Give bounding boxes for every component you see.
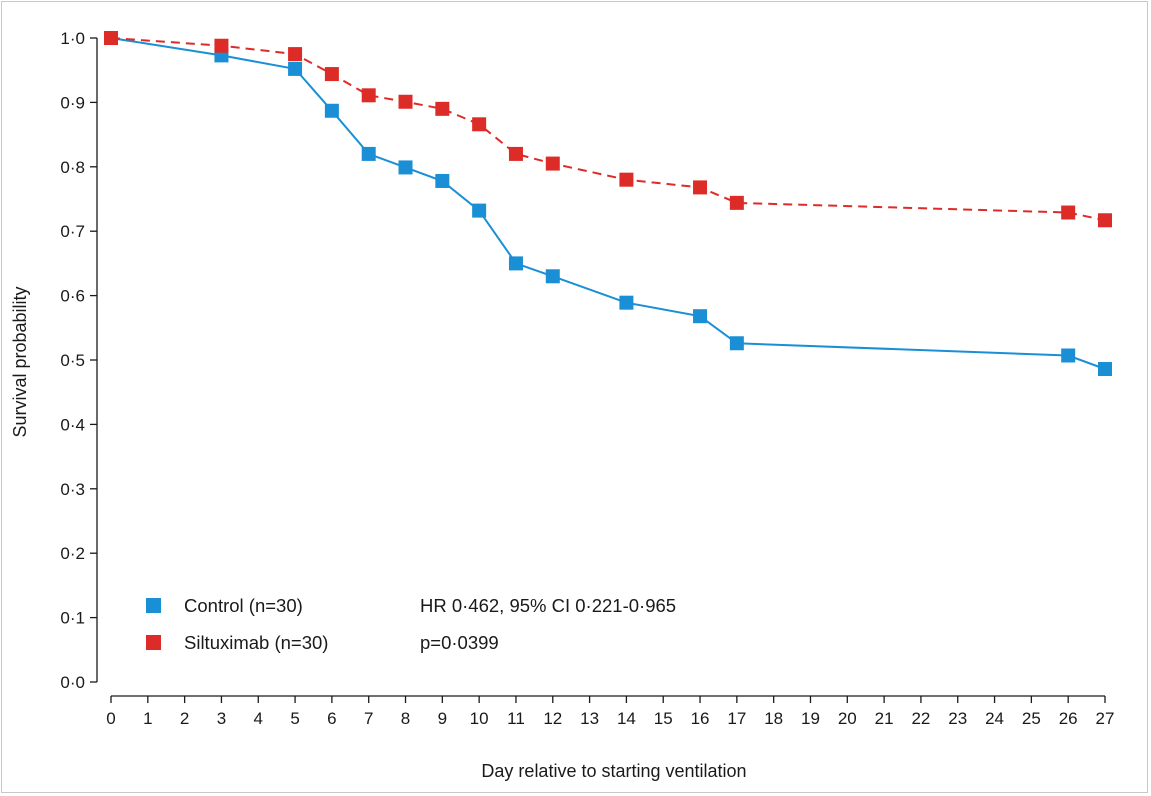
- data-point-marker: [619, 295, 634, 310]
- x-tick-label: 4: [254, 709, 263, 728]
- series-siltuximab: [104, 31, 1112, 228]
- series-layer: [104, 31, 1112, 377]
- x-tick-label: 5: [290, 709, 299, 728]
- p-value-annotation: p=0·0399: [420, 632, 499, 653]
- y-tick-label: 0·5: [60, 351, 85, 370]
- data-point-marker: [288, 47, 303, 62]
- x-tick-label: 15: [654, 709, 673, 728]
- y-tick-label: 0·3: [60, 480, 85, 499]
- x-tick-label: 0: [106, 709, 115, 728]
- data-point-marker: [1098, 213, 1112, 228]
- y-tick-label: 0·1: [60, 609, 85, 628]
- series-line: [110, 37, 1106, 222]
- x-tick-label: 2: [180, 709, 189, 728]
- data-point-marker: [472, 203, 487, 218]
- data-point-marker: [361, 146, 376, 161]
- y-tick-label: 0·9: [60, 93, 85, 112]
- data-point-marker: [693, 309, 708, 324]
- data-point-marker: [472, 117, 487, 132]
- x-tick-label: 3: [217, 709, 226, 728]
- x-tick-label: 23: [948, 709, 967, 728]
- data-point-marker: [398, 160, 413, 175]
- data-point-marker: [214, 38, 229, 53]
- x-tick-label: 7: [364, 709, 373, 728]
- data-point-marker: [619, 172, 634, 187]
- data-point-marker: [288, 61, 303, 76]
- x-axis-label: Day relative to starting ventilation: [481, 761, 746, 781]
- data-point-marker: [508, 256, 523, 271]
- x-tick-label: 17: [727, 709, 746, 728]
- y-tick-label: 1·0: [60, 29, 85, 48]
- data-point-marker: [545, 156, 560, 171]
- data-point-marker: [545, 269, 560, 284]
- x-tick-label: 8: [401, 709, 410, 728]
- x-tick-label: 6: [327, 709, 336, 728]
- x-tick-label: 24: [985, 709, 1004, 728]
- series-control: [104, 31, 1112, 377]
- data-point-marker: [435, 101, 450, 116]
- x-tick-label: 21: [875, 709, 894, 728]
- x-tick-label: 26: [1059, 709, 1078, 728]
- x-tick-label: 12: [543, 709, 562, 728]
- x-tick-label: 16: [691, 709, 710, 728]
- y-tick-label: 0·7: [60, 222, 85, 241]
- x-tick-label: 9: [438, 709, 447, 728]
- x-tick-label: 22: [911, 709, 930, 728]
- series-line: [110, 37, 1106, 370]
- data-point-marker: [729, 195, 744, 210]
- legend-label-siltuximab: Siltuximab (n=30): [184, 632, 328, 653]
- x-tick-label: 20: [838, 709, 857, 728]
- y-tick-label: 0·8: [60, 158, 85, 177]
- data-point-marker: [508, 146, 523, 161]
- data-point-marker: [435, 173, 450, 188]
- x-tick-label: 11: [507, 709, 525, 728]
- x-tick-label: 25: [1022, 709, 1041, 728]
- axes: 0·00·10·20·30·40·50·60·70·80·91·00 1 2 3 4 5 6…: [60, 29, 1114, 728]
- data-point-marker: [398, 94, 413, 109]
- x-tick-label: 18: [764, 709, 783, 728]
- x-tick-label: 10: [470, 709, 489, 728]
- hazard-ratio-annotation: HR 0·462, 95% CI 0·221-0·965: [420, 595, 676, 616]
- legend-marker-control: [146, 598, 161, 613]
- y-tick-label: 0·6: [60, 287, 85, 306]
- legend-label-control: Control (n=30): [184, 595, 303, 616]
- y-axis-label: Survival probability: [10, 286, 30, 437]
- y-tick-label: 0·4: [60, 415, 85, 434]
- data-point-marker: [1098, 362, 1112, 377]
- y-tick-label: 0·2: [60, 544, 85, 563]
- data-point-marker: [324, 67, 339, 82]
- data-point-marker: [1061, 348, 1076, 363]
- x-tick-label: 19: [801, 709, 820, 728]
- legend: Control (n=30) Siltuximab (n=30): [146, 595, 328, 653]
- x-tick-label: 14: [617, 709, 636, 728]
- data-point-marker: [324, 103, 339, 118]
- data-point-marker: [361, 88, 376, 103]
- data-point-marker: [729, 336, 744, 351]
- data-point-marker: [693, 180, 708, 195]
- data-point-marker: [1061, 205, 1076, 220]
- y-tick-label: 0·0: [60, 673, 85, 692]
- x-tick-label: 27: [1096, 709, 1115, 728]
- legend-marker-siltuximab: [146, 635, 161, 650]
- x-tick-label: 13: [580, 709, 599, 728]
- x-tick-label: 1: [143, 709, 152, 728]
- data-point-marker: [104, 31, 118, 45]
